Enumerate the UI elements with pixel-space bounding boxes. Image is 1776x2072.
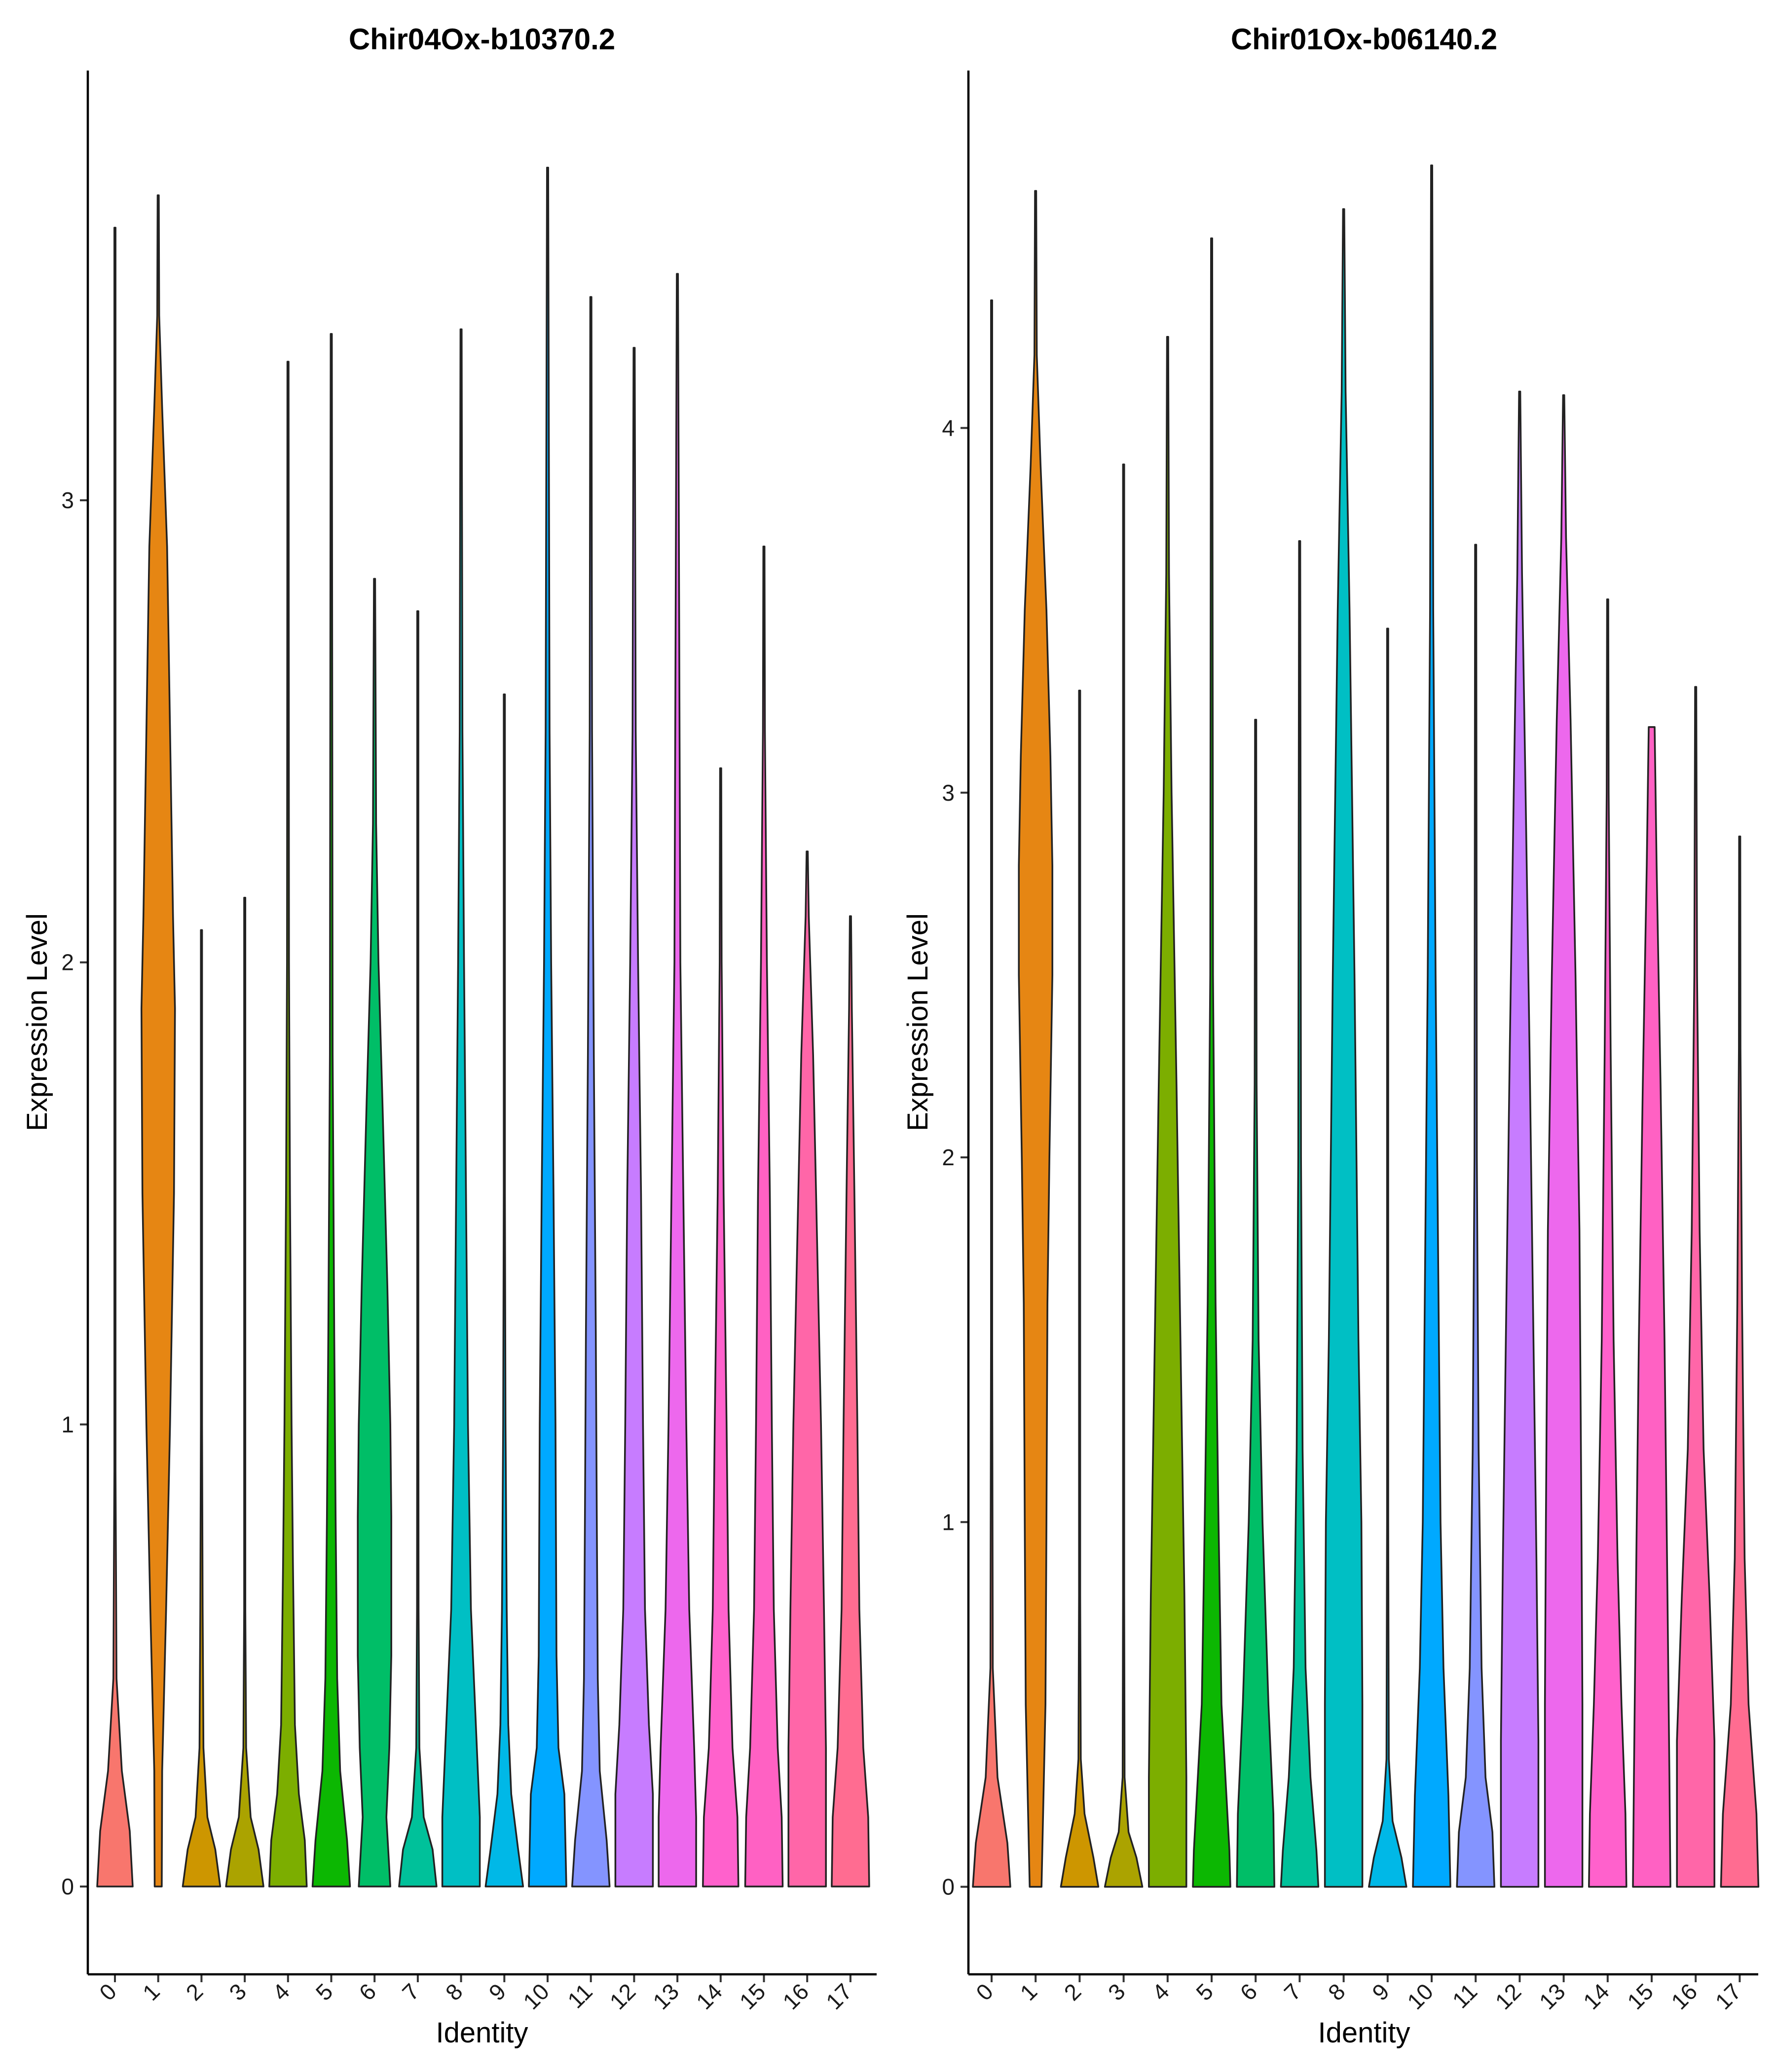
right-violin-cluster-6: [1236, 719, 1275, 1888]
right-violins: [972, 164, 1760, 1888]
left-y-tick-label: 0: [61, 1874, 74, 1899]
right-violin-cluster-15: [1632, 726, 1671, 1888]
right-violin-cluster-7: [1280, 540, 1320, 1888]
right-violin-cluster-16: [1676, 686, 1715, 1888]
left-violin-cluster-13: [658, 273, 697, 1887]
left-violin-cluster-10: [528, 166, 567, 1887]
right-violin-cluster-10: [1412, 164, 1451, 1888]
left-violin-panel: Chir04Ox-b10370.2 Identity Expression Le…: [21, 23, 877, 2049]
right-x-axis-title: Identity: [1318, 2017, 1410, 2049]
left-violin-cluster-0: [96, 226, 134, 1887]
left-violin-cluster-9: [484, 693, 524, 1887]
right-violin-cluster-5: [1192, 237, 1231, 1888]
right-y-tick-label: 4: [942, 415, 955, 441]
right-violin-cluster-3: [1104, 463, 1144, 1888]
left-y-tick-label: 1: [61, 1411, 74, 1437]
right-y-axis-title: Expression Level: [902, 913, 934, 1131]
right-y-tick-label: 2: [942, 1145, 955, 1170]
left-y-tick-label: 2: [61, 950, 74, 975]
right-violin-cluster-13: [1544, 394, 1584, 1888]
right-violin-cluster-9: [1368, 628, 1407, 1888]
right-violin-panel: Chir01Ox-b06140.2 Identity Expression Le…: [902, 23, 1760, 2049]
right-violin-cluster-17: [1720, 835, 1760, 1888]
left-violin-cluster-3: [225, 896, 264, 1887]
left-violin-cluster-5: [311, 333, 351, 1887]
right-y-tick-label: 3: [942, 780, 955, 806]
left-panel-title: Chir04Ox-b10370.2: [349, 23, 615, 56]
right-violin-cluster-8: [1324, 208, 1364, 1888]
left-violin-cluster-6: [357, 578, 392, 1887]
right-violin-cluster-4: [1148, 335, 1187, 1888]
left-violin-cluster-15: [744, 546, 784, 1887]
right-violin-cluster-0: [972, 299, 1011, 1888]
left-violin-cluster-8: [441, 328, 481, 1887]
left-violins: [96, 166, 870, 1887]
right-violin-cluster-1: [1018, 190, 1053, 1888]
right-violin-cluster-11: [1456, 544, 1495, 1888]
left-y-tick-label: 3: [61, 487, 74, 513]
left-violin-cluster-2: [182, 929, 222, 1887]
right-panel-title: Chir01Ox-b06140.2: [1231, 23, 1497, 56]
right-y-tick-label: 0: [942, 1874, 955, 1900]
right-violin-cluster-12: [1500, 390, 1540, 1888]
left-violin-cluster-4: [268, 361, 308, 1887]
left-violin-cluster-16: [787, 851, 827, 1887]
left-violin-cluster-1: [140, 194, 176, 1887]
right-violin-cluster-2: [1060, 690, 1100, 1888]
left-violin-cluster-17: [831, 915, 870, 1887]
left-y-axis-title: Expression Level: [21, 913, 53, 1131]
right-y-tick-label: 1: [942, 1509, 955, 1535]
left-x-axis-title: Identity: [436, 2017, 528, 2049]
left-violin-cluster-11: [571, 296, 611, 1887]
left-violin-cluster-12: [614, 347, 654, 1887]
right-violin-cluster-14: [1588, 598, 1628, 1888]
left-violin-cluster-7: [398, 610, 438, 1887]
left-violin-cluster-14: [702, 767, 740, 1887]
